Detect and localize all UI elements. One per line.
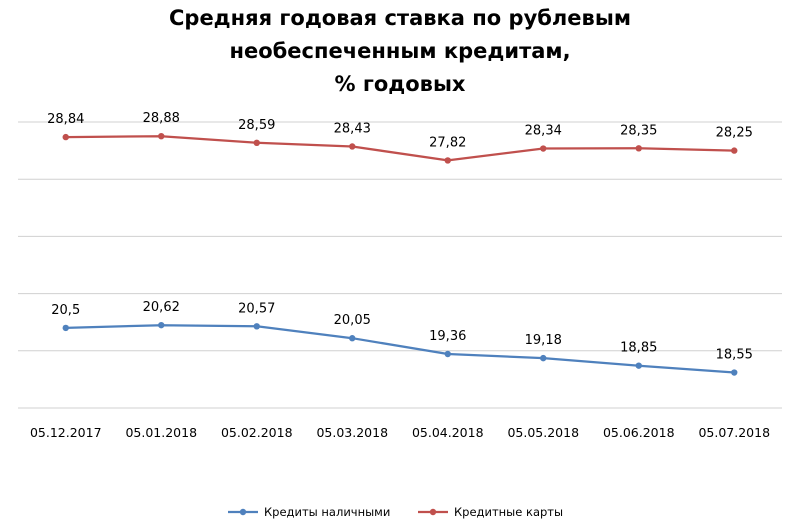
series-lines bbox=[64, 135, 736, 374]
legend-entry-label: Кредиты наличными bbox=[264, 505, 390, 519]
data-point bbox=[731, 369, 738, 376]
chart-title-line-2: необеспеченным кредитам, bbox=[229, 39, 571, 63]
data-label: 28,34 bbox=[525, 124, 562, 139]
x-tick-label: 05.04.2018 bbox=[412, 425, 484, 440]
x-tick-label: 05.03.2018 bbox=[316, 425, 388, 440]
data-label: 28,25 bbox=[716, 126, 753, 141]
x-tick-label: 05.02.2018 bbox=[221, 425, 293, 440]
legend-marker bbox=[429, 508, 437, 516]
data-label: 20,5 bbox=[51, 303, 80, 318]
gridlines bbox=[18, 121, 782, 409]
data-point bbox=[635, 145, 642, 152]
data-label: 28,43 bbox=[334, 121, 371, 136]
data-point bbox=[444, 350, 451, 358]
data-point bbox=[253, 139, 260, 147]
data-label: 20,05 bbox=[334, 313, 371, 328]
data-label: 28,84 bbox=[47, 112, 84, 127]
x-tick-label: 05.12.2017 bbox=[30, 425, 102, 440]
data-point bbox=[731, 147, 738, 154]
x-axis-tick-labels: 05.12.2017 05.01.2018 05.02.2018 05.03.2018… bbox=[30, 425, 770, 440]
data-label: 28,88 bbox=[143, 111, 180, 126]
series-line bbox=[64, 324, 736, 374]
legend-entry-label: Кредитные карты bbox=[454, 505, 563, 519]
x-tick-label: 05.07.2018 bbox=[698, 425, 770, 440]
data-point bbox=[62, 133, 69, 141]
data-label: 20,62 bbox=[143, 300, 180, 315]
chart-title-line-1: Средняя годовая ставка по рублевым bbox=[169, 6, 631, 30]
data-label: 18,55 bbox=[716, 348, 753, 363]
data-point bbox=[158, 321, 165, 329]
chart-title: Средняя годовая ставка по рублевым необе… bbox=[0, 2, 800, 101]
x-tick-label: 05.06.2018 bbox=[603, 425, 675, 440]
data-label: 19,36 bbox=[429, 329, 466, 344]
data-label: 28,35 bbox=[620, 123, 657, 138]
data-point bbox=[635, 362, 642, 369]
legend: Кредиты наличными Кредитные карты bbox=[228, 505, 563, 519]
chart-title-line-3: % годовых bbox=[334, 72, 466, 96]
data-label: 19,18 bbox=[525, 333, 562, 348]
data-point bbox=[349, 335, 356, 342]
data-label: 18,85 bbox=[620, 341, 657, 356]
data-point bbox=[158, 132, 165, 140]
data-label: 20,57 bbox=[238, 301, 275, 316]
data-labels: 20,5 20,62 20,57 20,05 19,36 19,18 18,85 18,55 2… bbox=[47, 111, 753, 362]
data-point bbox=[540, 145, 547, 152]
data-point bbox=[349, 143, 356, 150]
series-points bbox=[62, 132, 738, 376]
data-label: 27,82 bbox=[429, 135, 466, 150]
data-point bbox=[540, 354, 547, 362]
data-point bbox=[444, 157, 451, 164]
x-tick-label: 05.05.2018 bbox=[507, 425, 579, 440]
data-point bbox=[62, 324, 69, 332]
data-point bbox=[253, 323, 260, 330]
legend-marker bbox=[239, 508, 247, 516]
data-label: 28,59 bbox=[238, 118, 275, 133]
series-line bbox=[64, 135, 736, 162]
x-tick-label: 05.01.2018 bbox=[125, 425, 197, 440]
